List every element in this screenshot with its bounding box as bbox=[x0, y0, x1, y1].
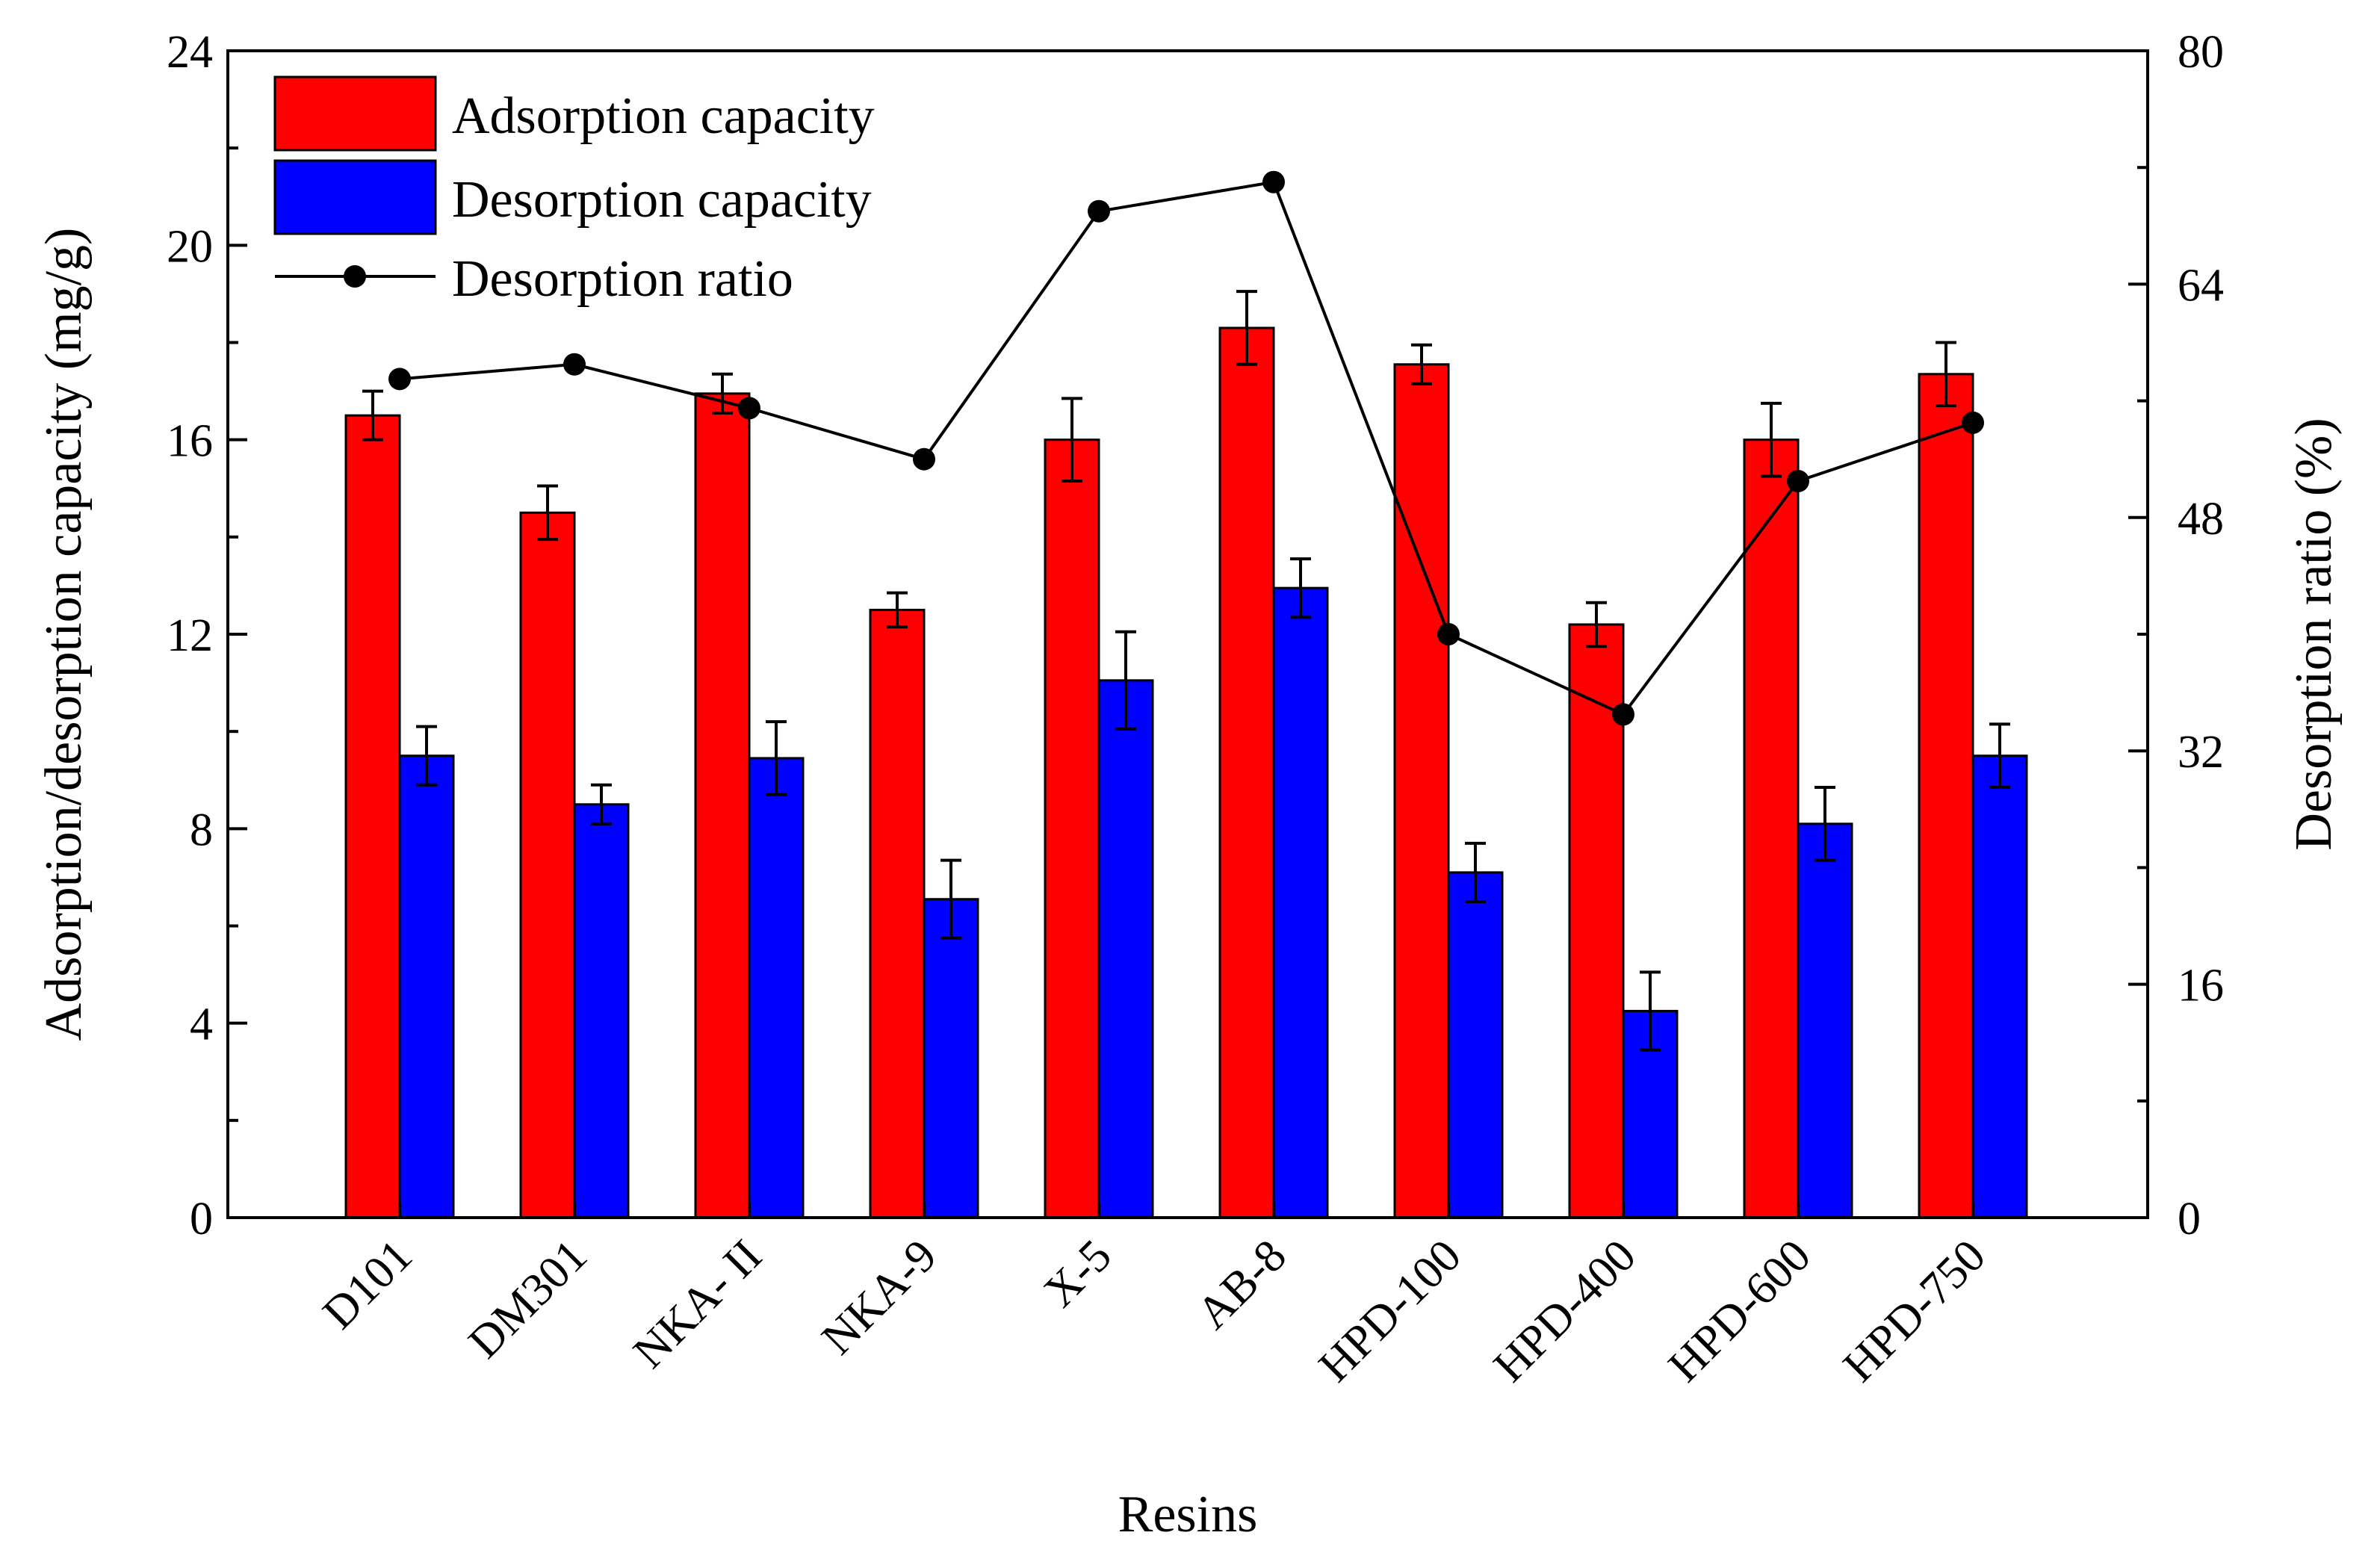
ratio-point bbox=[738, 397, 760, 420]
ratio-point bbox=[1262, 170, 1285, 193]
bar-adsorption bbox=[1044, 438, 1100, 1219]
bar-desorption bbox=[748, 757, 805, 1219]
legend-swatch-adsorption bbox=[273, 75, 437, 152]
x-tick-label: DM301 bbox=[459, 1230, 596, 1368]
legend-swatch-ratio-marker bbox=[344, 265, 366, 288]
x-tick-label: HPD-600 bbox=[1659, 1230, 1820, 1392]
ratio-point bbox=[1088, 199, 1110, 223]
y-tick-label-left: 24 bbox=[167, 27, 213, 78]
ratio-point bbox=[1962, 411, 1984, 434]
bar-desorption bbox=[1097, 679, 1154, 1219]
x-tick-label: NKA- II bbox=[624, 1230, 772, 1378]
bar-adsorption bbox=[869, 608, 926, 1219]
legend-swatch-desorption bbox=[273, 159, 437, 235]
ratio-line bbox=[399, 180, 1974, 716]
ratio-point bbox=[388, 368, 411, 391]
y-tick-label-left: 12 bbox=[167, 610, 213, 661]
bar-adsorption bbox=[519, 511, 576, 1219]
y-tick-label-left: 16 bbox=[167, 416, 213, 467]
bar-desorption bbox=[1797, 822, 1853, 1219]
bar-adsorption bbox=[1743, 438, 1800, 1219]
legend-label-adsorption: Adsorption capacity bbox=[452, 87, 875, 145]
x-tick-label: HPD-400 bbox=[1484, 1230, 1646, 1392]
bar-adsorption bbox=[1218, 326, 1275, 1219]
legend-label-ratio: Desorption ratio bbox=[452, 250, 793, 308]
bar-desorption bbox=[398, 754, 455, 1219]
y-tick-label-right: 32 bbox=[2178, 727, 2224, 778]
x-tick-label: X-5 bbox=[1035, 1230, 1121, 1317]
y-axis-title-right: Desorption ratio (%) bbox=[2285, 418, 2343, 850]
bar-desorption bbox=[923, 898, 979, 1219]
bar-desorption bbox=[1272, 586, 1329, 1219]
y-tick-label-left: 8 bbox=[190, 805, 213, 855]
bar-adsorption bbox=[344, 414, 401, 1219]
ratio-point bbox=[1787, 469, 1809, 492]
ratio-line-layer bbox=[388, 170, 1984, 726]
y-tick-label-right: 48 bbox=[2178, 494, 2224, 545]
ratio-point bbox=[563, 353, 586, 376]
x-tick-label: HPD-100 bbox=[1310, 1230, 1471, 1392]
x-tick-label: NKA-9 bbox=[812, 1230, 946, 1365]
ratio-point bbox=[913, 447, 935, 471]
y-tick-label-right: 80 bbox=[2178, 27, 2224, 78]
bar-adsorption bbox=[1918, 373, 1974, 1219]
bar-desorption bbox=[1447, 871, 1504, 1219]
x-tick-label: D101 bbox=[313, 1230, 422, 1339]
y-tick-label-right: 16 bbox=[2178, 961, 2224, 1011]
ratio-point bbox=[1612, 703, 1634, 726]
ratio-point bbox=[1437, 623, 1460, 645]
y-tick-label-left: 4 bbox=[190, 1000, 213, 1050]
legend: Adsorption capacity Desorption capacity … bbox=[273, 75, 875, 308]
bar-desorption bbox=[1971, 754, 2028, 1219]
y-axis-title-left: Adsorption/desorption capacity (mg/g) bbox=[35, 228, 93, 1041]
bar-adsorption bbox=[694, 392, 751, 1219]
legend-label-desorption: Desorption capacity bbox=[452, 171, 872, 229]
bars-layer bbox=[344, 290, 2028, 1219]
bar-adsorption bbox=[1393, 363, 1450, 1219]
y-tick-label-left: 20 bbox=[167, 221, 213, 272]
y-tick-label-right: 0 bbox=[2178, 1194, 2201, 1245]
bar-desorption bbox=[573, 803, 630, 1219]
x-tick-label: HPD-750 bbox=[1834, 1230, 1995, 1392]
x-tick-label: AB-8 bbox=[1187, 1230, 1296, 1339]
x-axis-title: Resins bbox=[1118, 1486, 1258, 1543]
y-tick-label-right: 64 bbox=[2178, 260, 2224, 311]
y-tick-label-left: 0 bbox=[190, 1194, 213, 1245]
